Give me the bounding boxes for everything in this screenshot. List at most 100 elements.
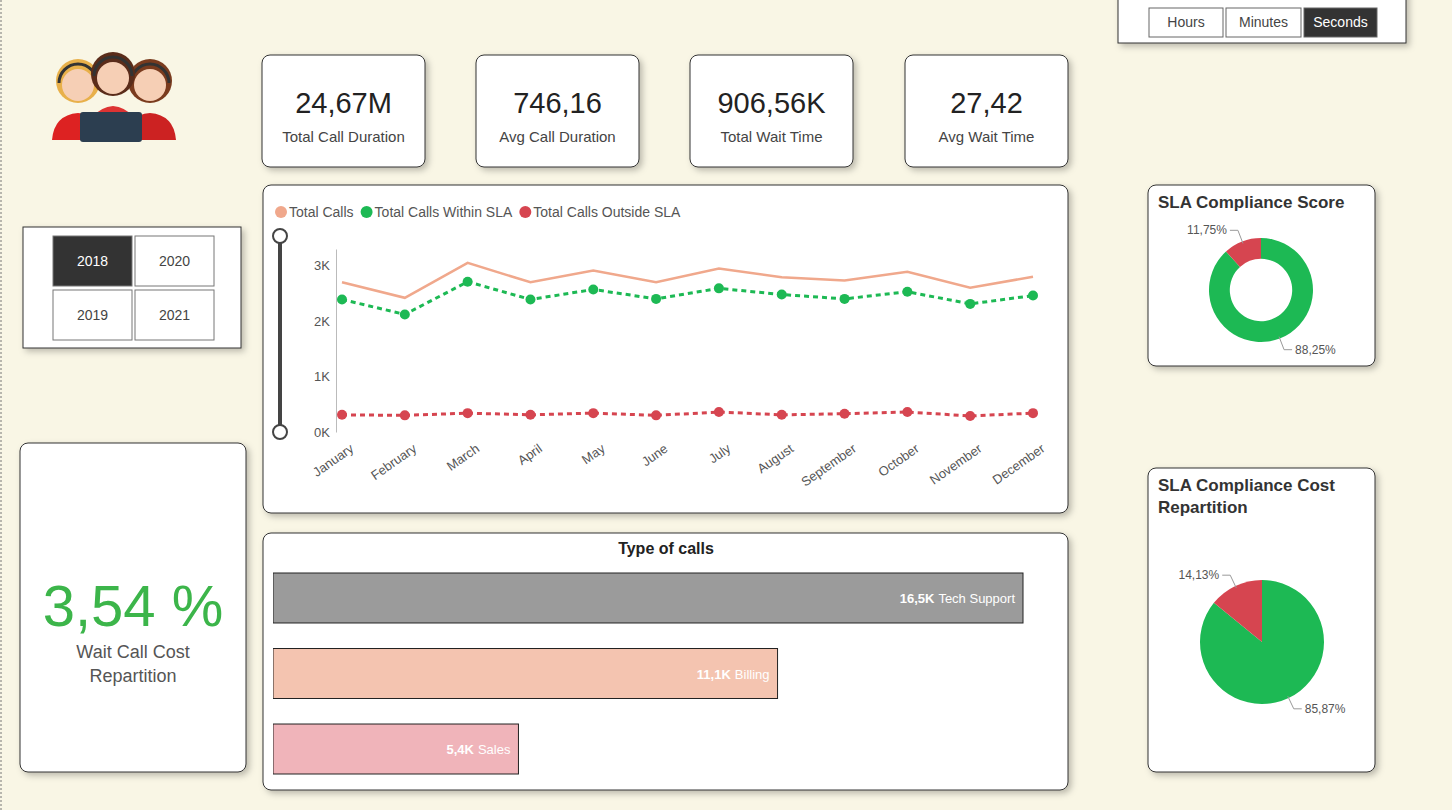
agent-face [62, 69, 94, 101]
series-marker [714, 407, 724, 417]
year-button-label[interactable]: 2018 [77, 253, 108, 269]
data-label-category: Tech Support [938, 591, 1015, 606]
series-marker [1028, 408, 1038, 418]
laptop [80, 112, 142, 142]
series-marker [525, 410, 535, 420]
unit-selector [1118, 0, 1406, 43]
year-button[interactable] [135, 290, 214, 340]
series-marker [337, 410, 347, 420]
unit-button-label[interactable]: Seconds [1313, 14, 1367, 30]
text-line: SLA Compliance Cost [1158, 476, 1335, 495]
tick: 1K [314, 369, 336, 384]
tick: July [706, 440, 734, 466]
x-axis: JanuaryFebruaryMarchAprilMayJuneJulyAugu… [310, 440, 1048, 490]
range-slider-track [278, 236, 282, 432]
tick-label: March [444, 441, 482, 474]
tick: December [990, 440, 1048, 487]
tick: January [310, 440, 357, 480]
series-marker [525, 294, 535, 304]
slice [1226, 238, 1261, 267]
pie-slices [1200, 580, 1324, 704]
tick: 3K [314, 258, 336, 273]
series-marker [902, 287, 912, 297]
kpi-label: Total Call Duration [282, 128, 405, 145]
data-label-value: 16,5K [900, 591, 935, 606]
kpi-label: Total Wait Time [721, 128, 823, 145]
series-marker [651, 294, 661, 304]
tick-label: October [875, 440, 922, 479]
leader-line [1279, 337, 1292, 350]
year-button[interactable] [53, 290, 132, 340]
kpi-card [476, 55, 639, 167]
data-label-value: 11,1K [697, 667, 732, 682]
unit-button[interactable] [1304, 8, 1377, 37]
legend-swatch [275, 206, 287, 218]
agent-face [134, 69, 166, 101]
year-button-label[interactable]: 2020 [159, 253, 190, 269]
series-marker [588, 284, 598, 294]
text-line: Wait Call Cost [76, 642, 189, 662]
tick: February [368, 440, 420, 483]
unit-button[interactable] [1149, 8, 1223, 37]
series-marker [463, 277, 473, 287]
bar [273, 649, 778, 699]
tick-label: November [927, 440, 985, 487]
agent-headset [94, 57, 132, 76]
year-button[interactable] [135, 236, 214, 286]
bar [273, 573, 1023, 623]
tick-label: July [706, 441, 734, 467]
pie-slices [1209, 238, 1313, 342]
unit-button[interactable] [1226, 8, 1301, 37]
wait-cost-value: 3,54 % [43, 573, 224, 638]
tick: August [754, 440, 796, 476]
agent-headset [131, 64, 169, 83]
wait-cost-card [20, 443, 246, 772]
kpi-value: 27,42 [950, 87, 1023, 119]
data-label: 11,1KBilling [697, 667, 770, 682]
bar-chart-card [263, 533, 1068, 790]
tick-label: January [310, 441, 357, 480]
data-label-value: 5,4K [446, 742, 474, 757]
tick: April [515, 440, 545, 468]
year-slicer [23, 227, 241, 348]
tick: 2K [314, 314, 336, 329]
range-slider-handle[interactable] [273, 425, 287, 439]
y-axis: 0K 1K 2K 3K [314, 250, 336, 440]
series-marker [902, 407, 912, 417]
series-marker [777, 289, 787, 299]
series-marker [840, 294, 850, 304]
series-marker [588, 408, 598, 418]
series-marker [337, 294, 347, 304]
year-button-label[interactable]: 2019 [77, 307, 108, 323]
tick-label: 0K [314, 425, 330, 440]
data-label: 5,4KSales [446, 742, 510, 757]
kpi-card [262, 55, 425, 167]
slice [1214, 580, 1262, 642]
text-line: Repartition [89, 666, 176, 686]
tick: 0K [314, 425, 336, 440]
series-marker [651, 410, 661, 420]
unit-button-label[interactable]: Minutes [1239, 14, 1288, 30]
tick-label: 2K [314, 314, 330, 329]
agent-hair [91, 52, 135, 96]
data-label: 16,5KTech Support [900, 591, 1016, 606]
tick: May [579, 440, 608, 467]
tick-label: September [798, 440, 859, 489]
kpi-card [690, 55, 853, 167]
series-marker [1028, 291, 1038, 301]
plot-area [273, 573, 1023, 774]
dashboard: HoursMinutesSeconds24,67MTotal Call Dura… [0, 0, 1452, 810]
legend-label: Total Calls [289, 204, 354, 220]
year-button-label[interactable]: 2021 [159, 307, 190, 323]
tick: March [444, 440, 482, 474]
series-marker [463, 408, 473, 418]
series-marker [840, 409, 850, 419]
legend-swatch [519, 206, 531, 218]
range-slider-handle[interactable] [273, 229, 287, 243]
kpi-card [905, 55, 1068, 167]
chart-title: SLA Compliance Score [1158, 193, 1344, 212]
series-marker [400, 309, 410, 319]
year-button[interactable] [53, 236, 132, 286]
axis-line [336, 250, 337, 433]
unit-button-label[interactable]: Hours [1167, 14, 1204, 30]
